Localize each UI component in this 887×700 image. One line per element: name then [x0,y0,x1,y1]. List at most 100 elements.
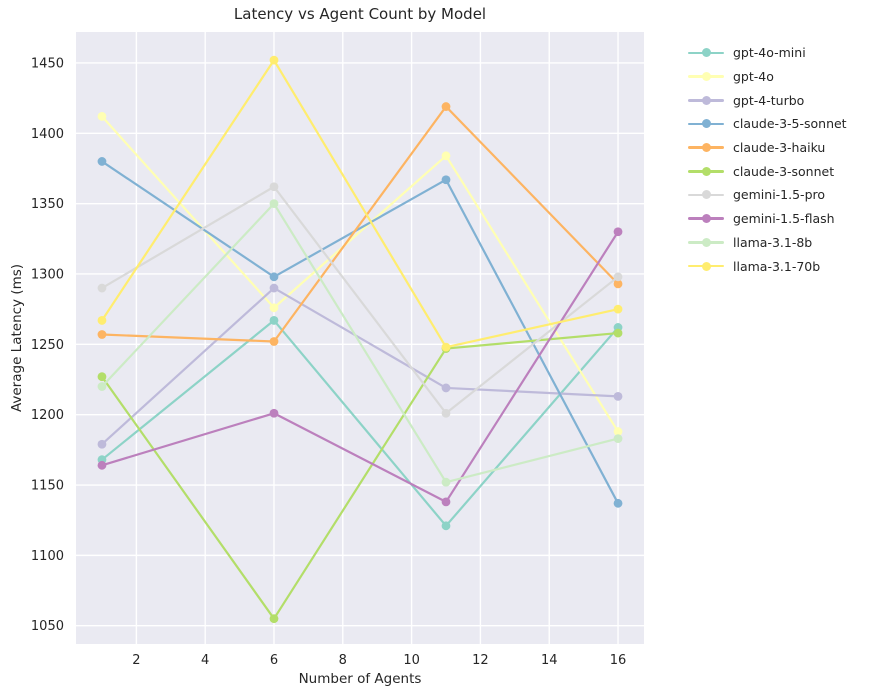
data-point-llama-3.1-8b-x6 [269,199,279,209]
data-point-gpt-4-turbo-x11 [441,383,451,393]
legend-line-icon [688,190,724,200]
y-tick-label: 1450 [31,56,64,71]
legend-line-icon [688,119,724,129]
series-line-claude-3-sonnet [100,331,620,620]
data-point-claude-3-haiku-x11 [441,102,451,111]
legend-item-llama-3.1-70b: llama-3.1-70b [688,254,847,278]
series-line-llama-3.1-8b [100,202,620,484]
data-point-claude-3-sonnet-x1 [97,372,107,382]
data-point-llama-3.1-8b-x16 [613,434,623,443]
legend-item-llama-3.1-8b: llama-3.1-8b [688,231,847,255]
data-point-gemini-1.5-flash-x1 [97,460,107,470]
y-axis-label: Average Latency (ms) [9,263,25,413]
data-point-llama-3.1-70b-x11 [441,342,451,352]
legend-label: gemini-1.5-flash [733,211,835,227]
legend: gpt-4o-mini gpt-4o gpt-4-turbo claude-3-5-s… [688,41,847,278]
data-point-gpt-4o-x1 [97,112,107,121]
legend-label: gpt-4-turbo [733,92,805,108]
data-point-claude-3-haiku-x16 [613,279,623,289]
data-point-gemini-1.5-pro-x6 [269,182,279,192]
legend-dot-icon [701,237,711,247]
legend-dot-icon [701,95,711,105]
legend-label: claude-3-sonnet [733,163,835,179]
x-tick-label: 10 [403,653,420,668]
legend-label: gpt-4o-mini [733,45,806,61]
legend-dot-icon [701,48,711,58]
data-point-claude-3-haiku-x6 [269,337,279,346]
legend-line-icon [688,72,724,82]
data-point-llama-3.1-70b-x16 [613,304,623,314]
legend-label: llama-3.1-70b [733,258,821,274]
legend-label: gpt-4o [733,69,774,85]
legend-item-gpt-4o-mini: gpt-4o-mini [688,41,847,65]
legend-label: claude-3-haiku [733,140,826,156]
data-point-gemini-1.5-flash-x11 [441,497,451,507]
legend-item-claude-3-sonnet: claude-3-sonnet [688,159,847,183]
data-point-claude-3-5-sonnet-x16 [613,498,623,508]
legend-dot-icon [701,261,711,271]
chart-title: Latency vs Agent Count by Model [233,5,487,23]
data-point-gpt-4-turbo-x1 [97,439,107,449]
legend-item-claude-3-haiku: claude-3-haiku [688,136,847,160]
x-tick-label: 14 [541,653,558,668]
x-axis-label: Number of Agents [298,671,422,687]
data-point-gemini-1.5-flash-x6 [269,408,279,418]
y-tick-label: 1350 [31,197,64,212]
data-point-llama-3.1-8b-x1 [97,382,107,391]
legend-dot-icon [701,143,711,153]
data-point-gemini-1.5-pro-x1 [97,283,107,293]
legend-label: llama-3.1-8b [733,234,813,250]
legend-line-icon [688,48,724,58]
data-point-llama-3.1-8b-x11 [441,477,451,487]
series-line-llama-3.1-70b [100,59,620,349]
x-tick-label: 8 [339,653,347,668]
series-line-gemini-1.5-flash [100,230,620,504]
data-point-claude-3-5-sonnet-x1 [97,157,107,166]
y-tick-label: 1150 [31,479,64,494]
x-tick-label: 4 [201,653,209,668]
legend-line-icon [688,95,724,105]
data-point-claude-3-sonnet-x6 [269,614,279,624]
series-line-gpt-4o [100,115,620,433]
legend-line-icon [688,166,724,176]
y-tick-label: 1250 [31,338,64,353]
legend-line-icon [688,214,724,224]
data-point-gemini-1.5-pro-x16 [613,272,623,282]
data-point-llama-3.1-70b-x1 [97,316,107,325]
legend-dot-icon [701,166,711,176]
legend-dot-icon [701,119,711,129]
y-tick-label: 1300 [31,267,64,282]
data-point-claude-3-haiku-x1 [97,330,107,339]
data-point-gpt-4o-x16 [613,427,623,436]
data-point-gemini-1.5-pro-x11 [441,408,451,418]
data-point-gemini-1.5-flash-x16 [613,227,623,237]
x-tick-label: 16 [610,653,627,668]
data-point-gpt-4o-mini-x11 [441,521,451,531]
legend-line-icon [688,237,724,247]
legend-item-gemini-1.5-pro: gemini-1.5-pro [688,183,847,207]
data-point-gpt-4-turbo-x6 [269,283,279,293]
legend-dot-icon [701,190,711,200]
data-point-gpt-4o-mini-x6 [269,316,279,325]
x-tick-label: 2 [132,653,140,668]
legend-label: claude-3-5-sonnet [733,116,847,132]
x-tick-label: 12 [472,653,489,668]
legend-item-gemini-1.5-flash: gemini-1.5-flash [688,207,847,231]
legend-dot-icon [701,214,711,224]
series-line-claude-3-haiku [100,105,620,343]
legend-label: gemini-1.5-pro [733,187,826,203]
y-tick-label: 1050 [31,619,64,634]
legend-line-icon [688,143,724,153]
legend-dot-icon [701,72,711,82]
legend-line-icon [688,261,724,271]
data-point-gpt-4o-x6 [269,303,279,313]
series-line-gpt-4o-mini [100,319,620,527]
legend-item-claude-3-5-sonnet: claude-3-5-sonnet [688,112,847,136]
data-point-claude-3-5-sonnet-x6 [269,272,279,282]
y-tick-label: 1400 [31,127,64,142]
legend-item-gpt-4-turbo: gpt-4-turbo [688,88,847,112]
data-point-claude-3-sonnet-x16 [613,328,623,338]
data-point-gpt-4o-x11 [441,151,451,161]
